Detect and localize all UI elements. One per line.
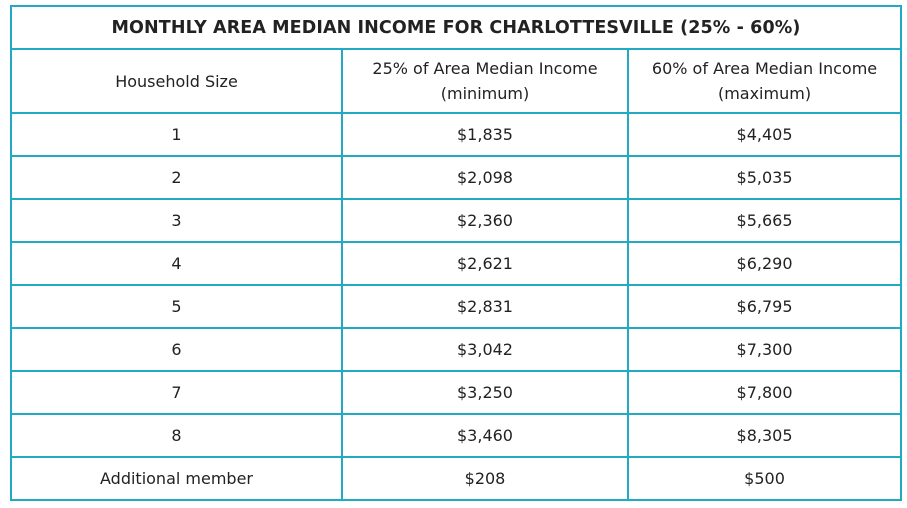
table-row: 3 $2,360 $5,665 bbox=[10, 198, 903, 243]
max-income-cell: $5,035 bbox=[626, 155, 903, 200]
table-row: 7 $3,250 $7,800 bbox=[10, 370, 903, 415]
title-row: MONTHLY AREA MEDIAN INCOME FOR CHARLOTTE… bbox=[9, 5, 903, 50]
max-income-cell: $5,665 bbox=[626, 198, 903, 243]
max-income-cell: $6,290 bbox=[626, 241, 903, 286]
header-25-line2: (minimum) bbox=[440, 84, 530, 103]
household-size-cell: 3 bbox=[10, 198, 343, 243]
table-row: 4 $2,621 $6,290 bbox=[10, 241, 903, 286]
min-income-cell: $3,250 bbox=[341, 370, 629, 415]
max-income-cell: $8,305 bbox=[626, 413, 903, 458]
max-income-cell: $500 bbox=[626, 456, 903, 501]
household-size-cell: 5 bbox=[10, 284, 343, 329]
header-row: Household Size 25% of Area Median Income… bbox=[10, 48, 903, 114]
table-row: 5 $2,831 $6,795 bbox=[10, 284, 903, 329]
min-income-cell: $2,360 bbox=[341, 198, 629, 243]
household-size-cell: 4 bbox=[10, 241, 343, 286]
household-size-cell: 7 bbox=[10, 370, 343, 415]
table-title: MONTHLY AREA MEDIAN INCOME FOR CHARLOTTE… bbox=[9, 5, 903, 50]
table-row: 8 $3,460 $8,305 bbox=[10, 413, 903, 458]
min-income-cell: $3,460 bbox=[341, 413, 629, 458]
income-table-container: MONTHLY AREA MEDIAN INCOME FOR CHARLOTTE… bbox=[9, 5, 903, 501]
household-size-cell: 1 bbox=[10, 112, 343, 157]
header-25-percent: 25% of Area Median Income (minimum) bbox=[341, 48, 629, 114]
min-income-cell: $2,621 bbox=[341, 241, 629, 286]
header-25-line1: 25% of Area Median Income bbox=[372, 59, 598, 78]
table-row: 6 $3,042 $7,300 bbox=[10, 327, 903, 372]
household-size-cell: Additional member bbox=[10, 456, 343, 501]
max-income-cell: $7,300 bbox=[626, 327, 903, 372]
header-household-size: Household Size bbox=[10, 48, 343, 114]
header-60-line2: (maximum) bbox=[717, 84, 812, 103]
min-income-cell: $3,042 bbox=[341, 327, 629, 372]
household-size-cell: 2 bbox=[10, 155, 343, 200]
table-row: Additional member $208 $500 bbox=[10, 456, 903, 501]
min-income-cell: $2,098 bbox=[341, 155, 629, 200]
household-size-cell: 8 bbox=[10, 413, 343, 458]
table-row: 1 $1,835 $4,405 bbox=[10, 112, 903, 157]
header-60-line1: 60% of Area Median Income bbox=[651, 59, 878, 78]
min-income-cell: $1,835 bbox=[341, 112, 629, 157]
min-income-cell: $2,831 bbox=[341, 284, 629, 329]
income-table: MONTHLY AREA MEDIAN INCOME FOR CHARLOTTE… bbox=[9, 5, 903, 501]
header-60-percent: 60% of Area Median Income (maximum) bbox=[626, 48, 903, 114]
max-income-cell: $7,800 bbox=[626, 370, 903, 415]
table-row: 2 $2,098 $5,035 bbox=[10, 155, 903, 200]
max-income-cell: $6,795 bbox=[626, 284, 903, 329]
household-size-cell: 6 bbox=[10, 327, 343, 372]
min-income-cell: $208 bbox=[341, 456, 629, 501]
max-income-cell: $4,405 bbox=[626, 112, 903, 157]
